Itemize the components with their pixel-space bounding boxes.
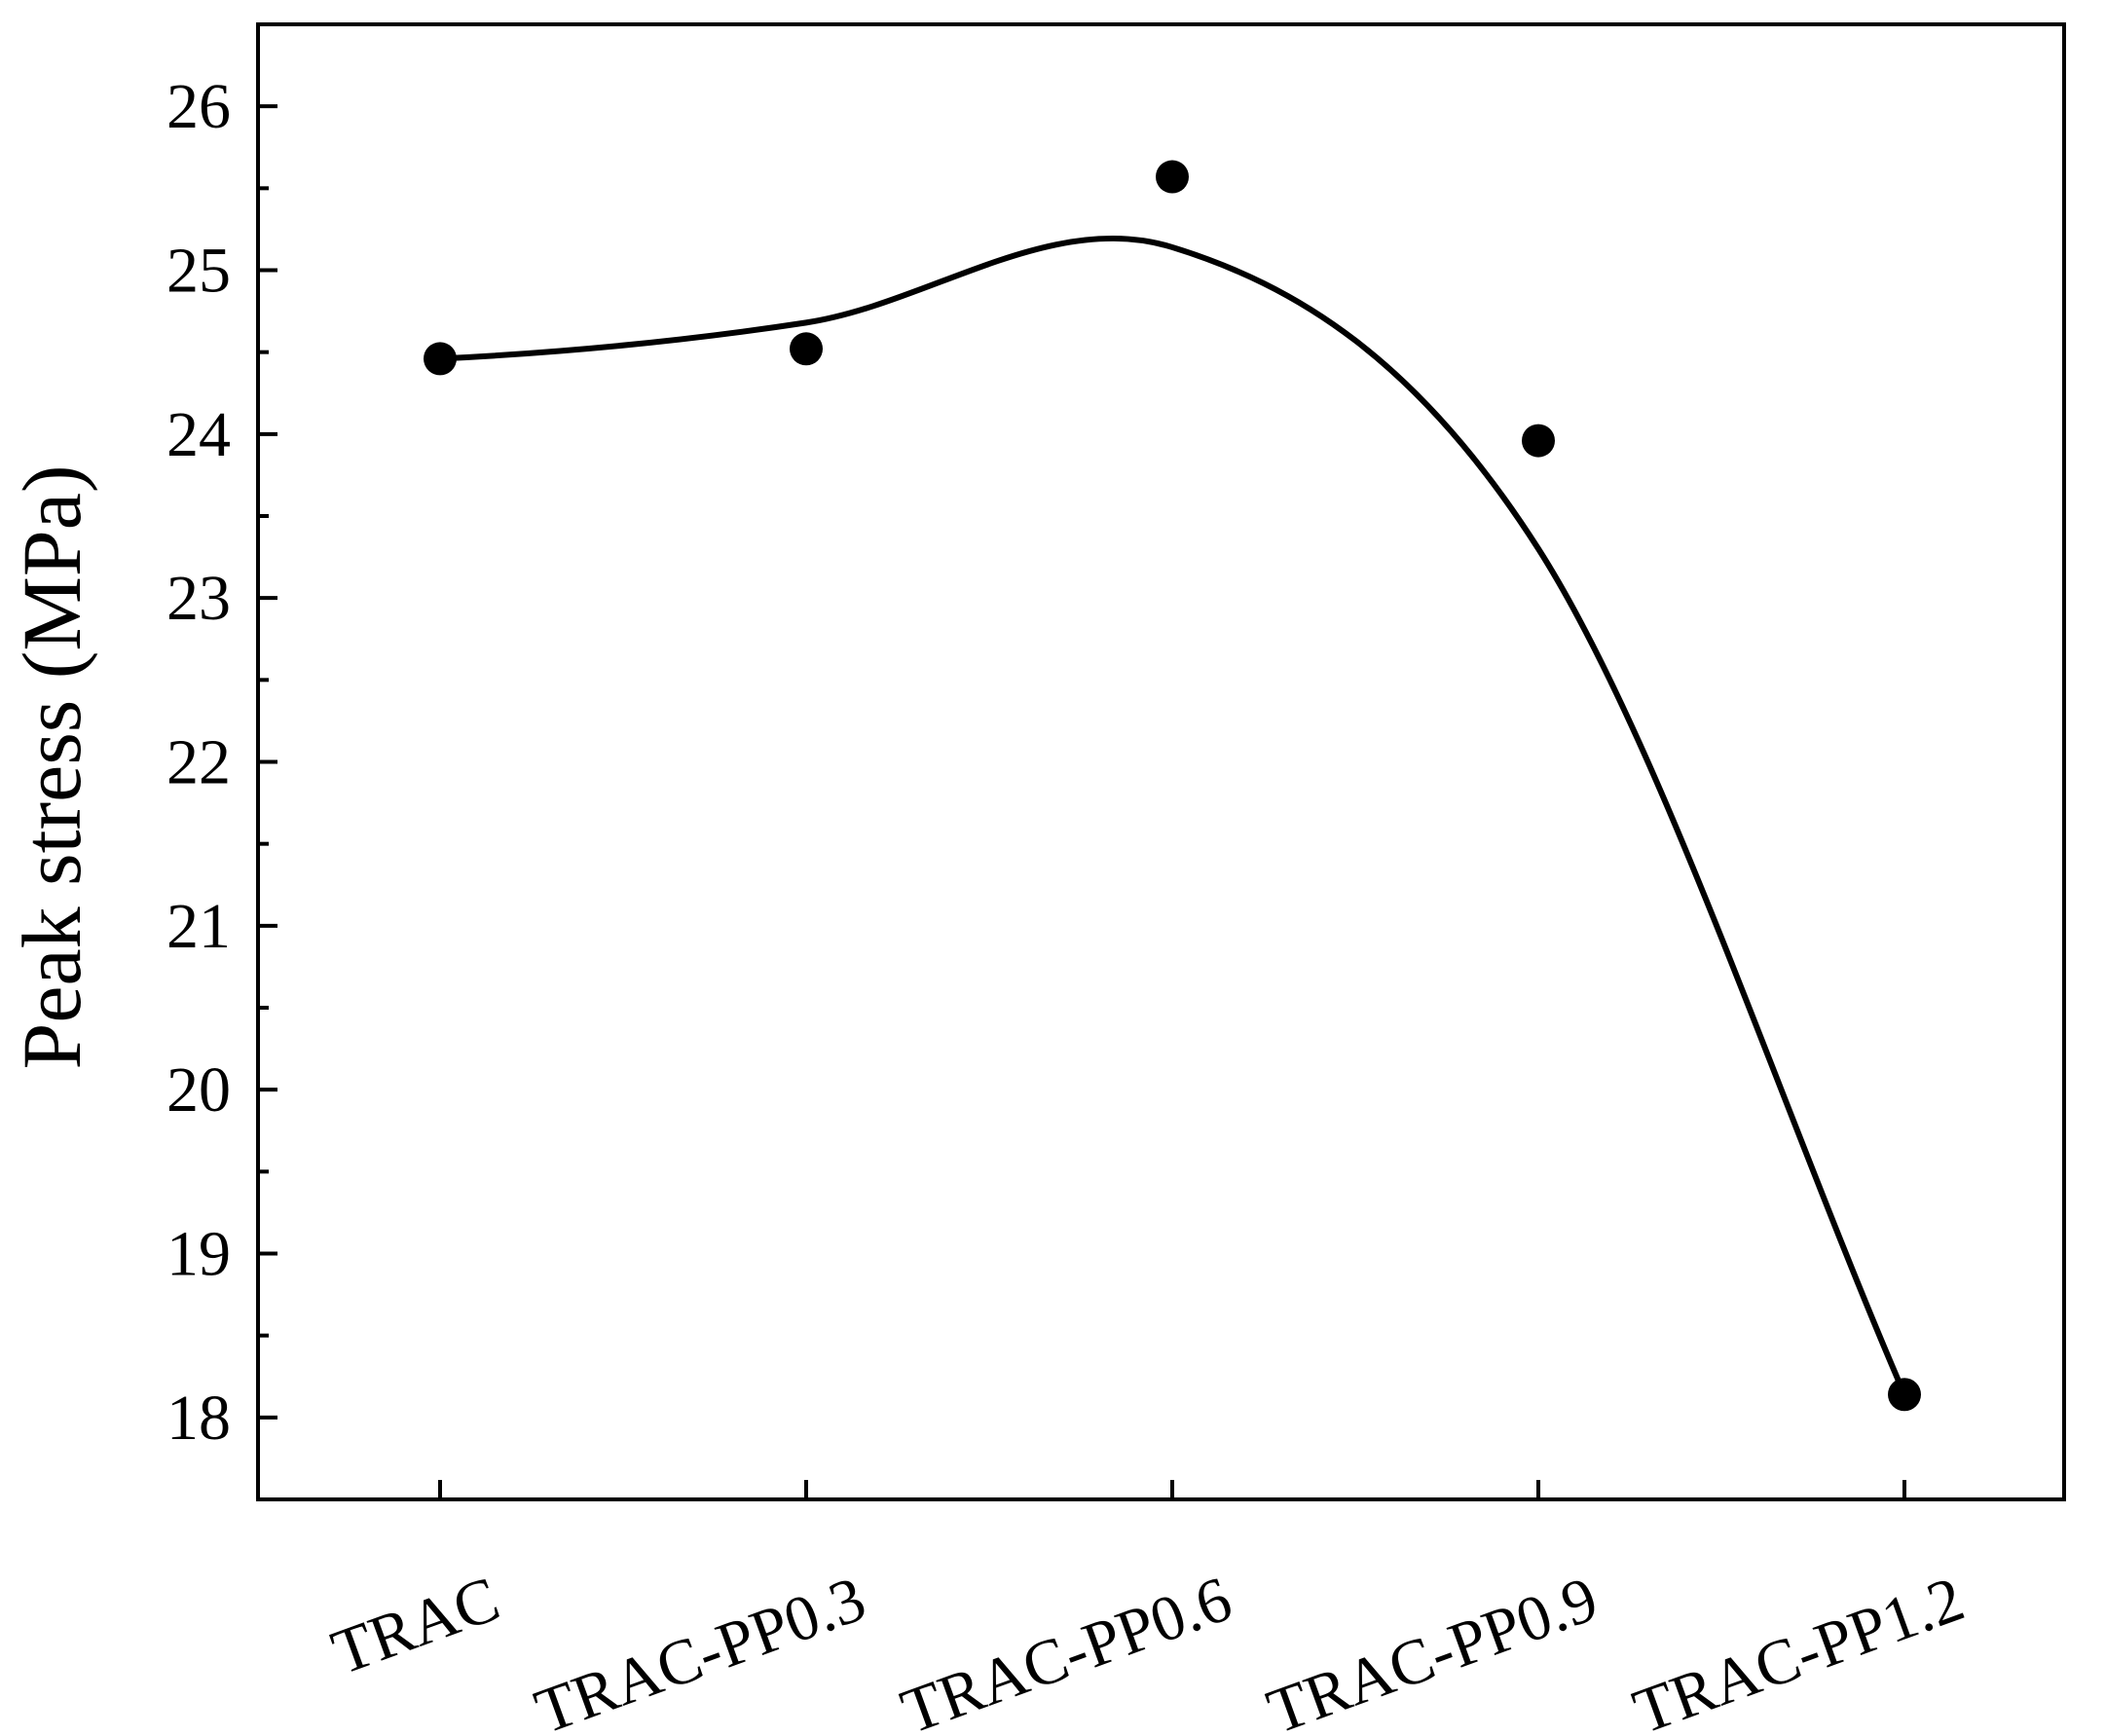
x-axis-ticks: TRAC TRAC-PP0.3 TRAC-PP0.6 TRAC-PP0.9 TRAC-P… (323, 1480, 1974, 1736)
x-category-label: TRAC (323, 1563, 508, 1688)
x-category-label: TRAC-PP0.3 (527, 1563, 875, 1731)
y-tick-label: 23 (166, 563, 231, 634)
y-tick-label: 26 (166, 71, 231, 142)
data-points (424, 160, 1921, 1412)
y-tick-label: 21 (166, 891, 231, 962)
y-tick-label: 24 (166, 399, 231, 470)
x-category-label: TRAC-PP0.6 (893, 1563, 1241, 1731)
x-category-label: TRAC-PP0.9 (1259, 1563, 1607, 1731)
fit-curve (439, 236, 1907, 1396)
x-category-label: TRAC-PP1.2 (1625, 1563, 1974, 1731)
y-tick-label: 19 (166, 1219, 231, 1290)
data-point (424, 342, 457, 376)
y-tick-label: 20 (166, 1054, 231, 1126)
y-tick-label: 22 (166, 727, 231, 798)
y-tick-label: 25 (166, 236, 231, 307)
y-axis-title: Peak stress (MPa) (5, 464, 98, 1069)
data-point (1522, 424, 1555, 458)
y-tick-label: 18 (166, 1383, 231, 1454)
data-point (1888, 1378, 1921, 1412)
data-point (1156, 160, 1189, 194)
y-axis-ticks: 18 19 20 21 22 23 24 25 26 (166, 22, 277, 1501)
data-point (790, 332, 823, 366)
